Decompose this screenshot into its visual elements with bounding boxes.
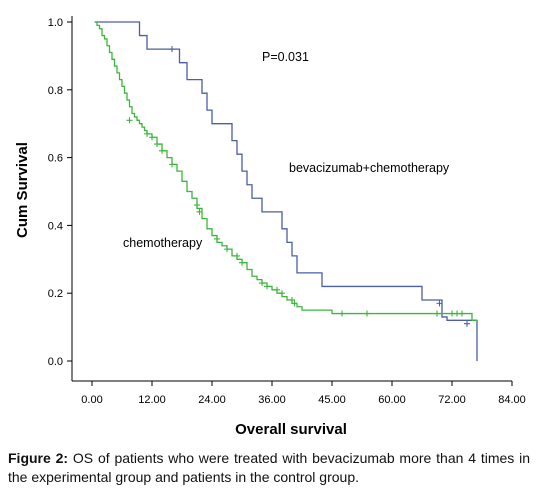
censor-mark (144, 130, 150, 137)
censor-mark (196, 208, 203, 215)
x-tick-label: 0.00 (81, 394, 102, 406)
censor-mark (224, 246, 230, 253)
censor-mark (154, 141, 160, 148)
censor-mark (364, 310, 370, 317)
censor-mark (194, 202, 200, 209)
x-tick-label: 24.00 (198, 394, 226, 406)
x-tick-label: 60.00 (378, 394, 406, 406)
x-tick-label: 72.00 (438, 394, 466, 406)
censor-mark (274, 286, 280, 293)
censor-mark (279, 290, 285, 297)
chemotherapy-curve-label: chemotherapy (123, 236, 203, 250)
x-ticks: 0.00 12.00 24.00 36.00 45.00 60.00 72.00 84.00 (81, 381, 526, 406)
censor-mark (169, 46, 175, 53)
km-chart: 0.0 0.2 0.4 0.6 0.8 1.0 0.00 12.00 24.00 36.00 45… (0, 0, 536, 445)
y-tick-label: 1.0 (48, 17, 63, 29)
censor-mark (169, 161, 175, 168)
x-axis-title: Overall survival (235, 421, 347, 438)
censor-mark (339, 310, 345, 317)
survival-curves (94, 21, 478, 361)
censor-mark (259, 280, 265, 287)
censor-mark (214, 235, 220, 242)
x-tick-label: 36.00 (258, 394, 286, 406)
censor-mark (289, 296, 295, 303)
y-axis-title: Cum Survival (14, 142, 31, 238)
censor-mark (149, 134, 155, 141)
y-tick-label: 0.6 (48, 153, 63, 165)
censor-mark (126, 117, 133, 124)
figure-caption: Figure 2: OS of patients who were treate… (8, 449, 530, 487)
censor-mark (264, 283, 270, 290)
x-tick-label: 45.00 (318, 394, 346, 406)
x-tick-label: 84.00 (498, 394, 526, 406)
censor-mark (459, 310, 465, 317)
y-tick-label: 0.4 (48, 220, 63, 232)
caption-lead: Figure 2: (8, 450, 69, 466)
bevacizumab-curve-label: bevacizumab+chemotherapy (289, 161, 450, 175)
y-ticks: 0.0 0.2 0.4 0.6 0.8 1.0 (48, 17, 72, 368)
censor-mark (434, 310, 440, 317)
censor-mark (234, 252, 240, 259)
y-tick-label: 0.0 (48, 356, 63, 368)
x-tick-label: 12.00 (138, 394, 166, 406)
chart-background (0, 0, 536, 445)
censor-mark (464, 320, 470, 327)
censor-mark (291, 300, 298, 307)
bevacizumab-curve (94, 21, 478, 361)
y-tick-label: 0.8 (48, 85, 63, 97)
p-value-label: P=0.031 (262, 50, 309, 64)
censor-mark (159, 147, 165, 154)
censor-mark (239, 259, 245, 266)
y-tick-label: 0.2 (48, 288, 63, 300)
caption-text: OS of patients who were treated with bev… (8, 450, 531, 485)
censor-mark (436, 300, 443, 307)
